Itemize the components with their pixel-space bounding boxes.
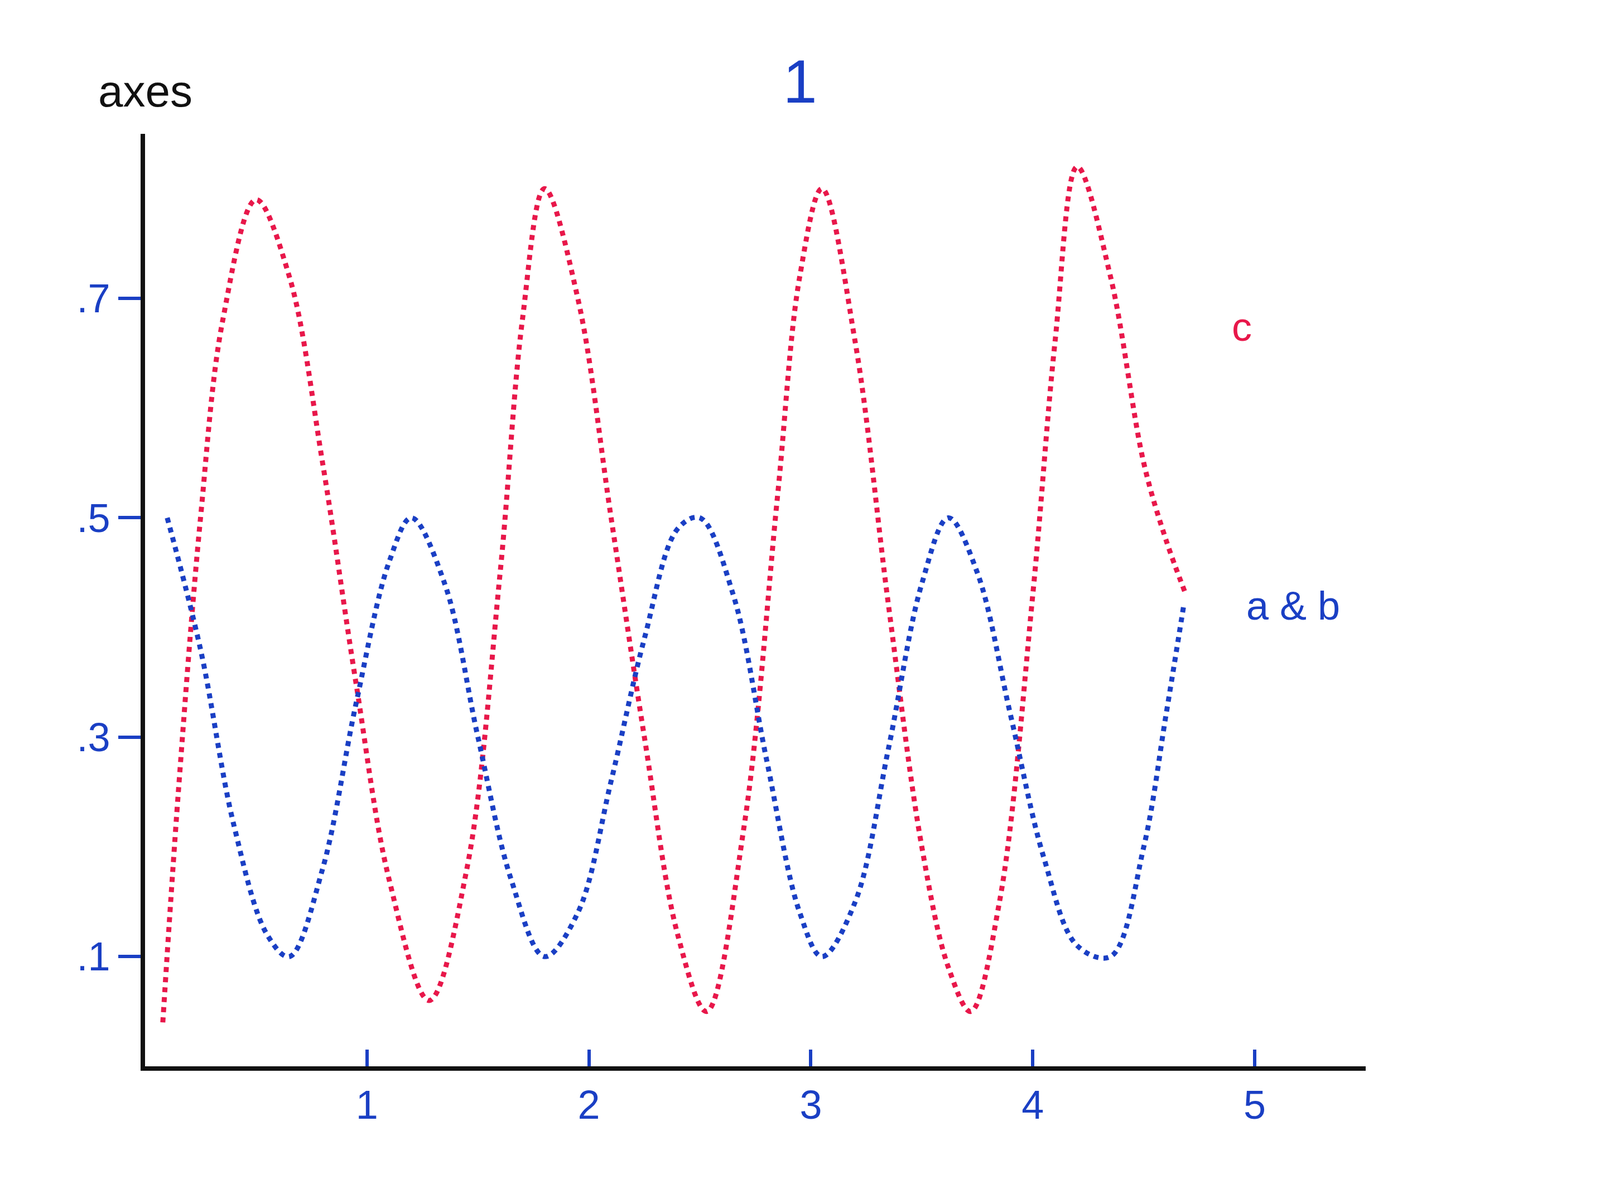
svg-text:c: c: [1231, 304, 1252, 350]
svg-text:1: 1: [355, 1082, 379, 1128]
svg-text:.3: .3: [76, 715, 111, 760]
svg-text:a & b: a & b: [1246, 583, 1341, 629]
svg-text:5: 5: [1243, 1082, 1266, 1128]
svg-text:.5: .5: [76, 495, 111, 541]
svg-text:3: 3: [799, 1082, 822, 1128]
svg-text:4: 4: [1021, 1082, 1044, 1128]
svg-text:.7: .7: [76, 276, 111, 321]
svg-text:.1: .1: [76, 934, 111, 980]
svg-text:1: 1: [782, 46, 817, 116]
svg-text:axes: axes: [98, 66, 193, 117]
svg-text:2: 2: [577, 1082, 601, 1128]
